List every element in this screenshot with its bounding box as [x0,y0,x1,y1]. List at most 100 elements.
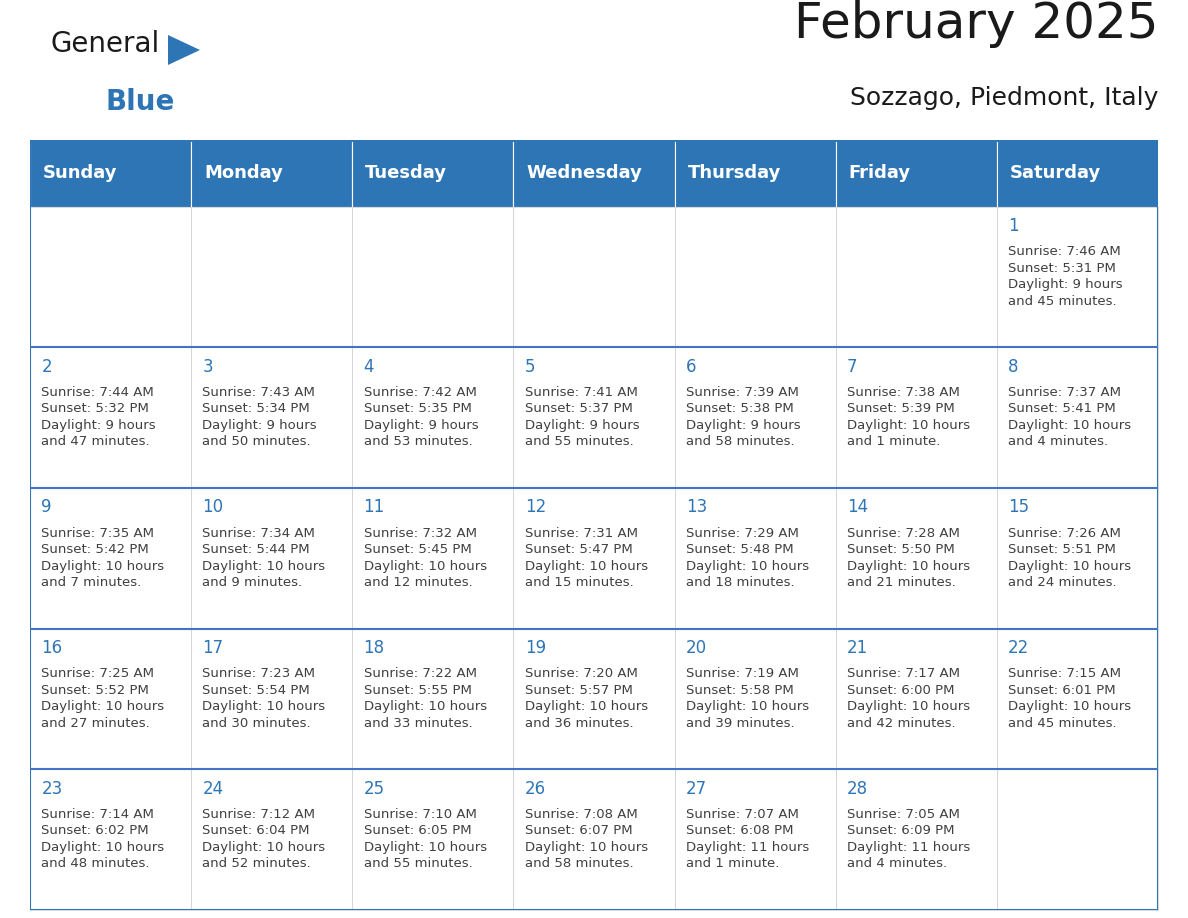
Text: Sunrise: 7:28 AM
Sunset: 5:50 PM
Daylight: 10 hours
and 21 minutes.: Sunrise: 7:28 AM Sunset: 5:50 PM Dayligh… [847,527,971,589]
Text: 3: 3 [202,358,213,375]
Text: Sunrise: 7:44 AM
Sunset: 5:32 PM
Daylight: 9 hours
and 47 minutes.: Sunrise: 7:44 AM Sunset: 5:32 PM Dayligh… [42,386,156,448]
Text: 12: 12 [525,498,546,516]
Text: 13: 13 [685,498,707,516]
Bar [30,488,191,629]
Text: Sunrise: 7:07 AM
Sunset: 6:08 PM
Daylight: 11 hours
and 1 minute.: Sunrise: 7:07 AM Sunset: 6:08 PM Dayligh… [685,808,809,870]
Bar [997,207,1158,347]
Bar [675,769,835,910]
Bar [191,347,353,488]
Text: 6: 6 [685,358,696,375]
Bar [353,347,513,488]
Text: 15: 15 [1009,498,1029,516]
Text: 16: 16 [42,639,63,657]
Text: Sunrise: 7:19 AM
Sunset: 5:58 PM
Daylight: 10 hours
and 39 minutes.: Sunrise: 7:19 AM Sunset: 5:58 PM Dayligh… [685,667,809,730]
Text: Blue: Blue [105,88,175,116]
Text: 23: 23 [42,779,63,798]
Bar [997,347,1158,488]
Text: Sunrise: 7:37 AM
Sunset: 5:41 PM
Daylight: 10 hours
and 4 minutes.: Sunrise: 7:37 AM Sunset: 5:41 PM Dayligh… [1009,386,1131,448]
Bar [191,629,353,769]
Bar [30,140,191,207]
Text: Sunrise: 7:35 AM
Sunset: 5:42 PM
Daylight: 10 hours
and 7 minutes.: Sunrise: 7:35 AM Sunset: 5:42 PM Dayligh… [42,527,164,589]
Text: 8: 8 [1009,358,1018,375]
Text: 27: 27 [685,779,707,798]
Text: Friday: Friday [848,164,911,183]
Bar [675,207,835,347]
Polygon shape [168,35,200,65]
Bar [30,629,191,769]
Bar [191,207,353,347]
Bar [997,140,1158,207]
Bar [191,488,353,629]
Bar [30,769,191,910]
Text: Sunrise: 7:10 AM
Sunset: 6:05 PM
Daylight: 10 hours
and 55 minutes.: Sunrise: 7:10 AM Sunset: 6:05 PM Dayligh… [364,808,487,870]
Bar [30,347,191,488]
Bar [835,347,997,488]
Text: 24: 24 [202,779,223,798]
Text: 10: 10 [202,498,223,516]
Text: 26: 26 [525,779,545,798]
Text: 5: 5 [525,358,536,375]
Bar [835,207,997,347]
Text: 9: 9 [42,498,52,516]
Text: 18: 18 [364,639,385,657]
Text: February 2025: February 2025 [794,0,1158,48]
Text: Saturday: Saturday [1010,164,1101,183]
Text: 17: 17 [202,639,223,657]
Text: 2: 2 [42,358,52,375]
Bar [835,769,997,910]
Text: Sunrise: 7:12 AM
Sunset: 6:04 PM
Daylight: 10 hours
and 52 minutes.: Sunrise: 7:12 AM Sunset: 6:04 PM Dayligh… [202,808,326,870]
Text: Sunrise: 7:26 AM
Sunset: 5:51 PM
Daylight: 10 hours
and 24 minutes.: Sunrise: 7:26 AM Sunset: 5:51 PM Dayligh… [1009,527,1131,589]
Text: 20: 20 [685,639,707,657]
Text: Sunrise: 7:42 AM
Sunset: 5:35 PM
Daylight: 9 hours
and 53 minutes.: Sunrise: 7:42 AM Sunset: 5:35 PM Dayligh… [364,386,479,448]
Text: Sunrise: 7:08 AM
Sunset: 6:07 PM
Daylight: 10 hours
and 58 minutes.: Sunrise: 7:08 AM Sunset: 6:07 PM Dayligh… [525,808,647,870]
Text: Sunrise: 7:34 AM
Sunset: 5:44 PM
Daylight: 10 hours
and 9 minutes.: Sunrise: 7:34 AM Sunset: 5:44 PM Dayligh… [202,527,326,589]
Bar [997,769,1158,910]
Text: Sunrise: 7:46 AM
Sunset: 5:31 PM
Daylight: 9 hours
and 45 minutes.: Sunrise: 7:46 AM Sunset: 5:31 PM Dayligh… [1009,245,1123,308]
Bar [675,140,835,207]
Bar [835,488,997,629]
Text: Sunrise: 7:32 AM
Sunset: 5:45 PM
Daylight: 10 hours
and 12 minutes.: Sunrise: 7:32 AM Sunset: 5:45 PM Dayligh… [364,527,487,589]
Bar [513,488,675,629]
Text: Sunrise: 7:31 AM
Sunset: 5:47 PM
Daylight: 10 hours
and 15 minutes.: Sunrise: 7:31 AM Sunset: 5:47 PM Dayligh… [525,527,647,589]
Text: Sunrise: 7:38 AM
Sunset: 5:39 PM
Daylight: 10 hours
and 1 minute.: Sunrise: 7:38 AM Sunset: 5:39 PM Dayligh… [847,386,971,448]
Text: 1: 1 [1009,217,1019,235]
Text: Thursday: Thursday [688,164,781,183]
Text: Sunrise: 7:05 AM
Sunset: 6:09 PM
Daylight: 11 hours
and 4 minutes.: Sunrise: 7:05 AM Sunset: 6:09 PM Dayligh… [847,808,971,870]
Bar [353,140,513,207]
Text: Tuesday: Tuesday [365,164,447,183]
Text: 28: 28 [847,779,868,798]
Bar [191,769,353,910]
Text: 4: 4 [364,358,374,375]
Text: Wednesday: Wednesday [526,164,643,183]
Text: 19: 19 [525,639,545,657]
Text: 11: 11 [364,498,385,516]
Text: 25: 25 [364,779,385,798]
Text: Sunrise: 7:43 AM
Sunset: 5:34 PM
Daylight: 9 hours
and 50 minutes.: Sunrise: 7:43 AM Sunset: 5:34 PM Dayligh… [202,386,317,448]
Bar [997,629,1158,769]
Text: General: General [50,30,159,58]
Bar [353,629,513,769]
Text: Sunrise: 7:14 AM
Sunset: 6:02 PM
Daylight: 10 hours
and 48 minutes.: Sunrise: 7:14 AM Sunset: 6:02 PM Dayligh… [42,808,164,870]
Bar [835,629,997,769]
Text: Sozzago, Piedmont, Italy: Sozzago, Piedmont, Italy [849,86,1158,110]
Text: Sunrise: 7:41 AM
Sunset: 5:37 PM
Daylight: 9 hours
and 55 minutes.: Sunrise: 7:41 AM Sunset: 5:37 PM Dayligh… [525,386,639,448]
Text: 21: 21 [847,639,868,657]
Bar [191,140,353,207]
Text: Sunrise: 7:17 AM
Sunset: 6:00 PM
Daylight: 10 hours
and 42 minutes.: Sunrise: 7:17 AM Sunset: 6:00 PM Dayligh… [847,667,971,730]
Bar [675,629,835,769]
Bar [997,488,1158,629]
Bar [353,488,513,629]
Bar [513,347,675,488]
Bar [353,769,513,910]
Text: Sunday: Sunday [43,164,118,183]
Text: Sunrise: 7:15 AM
Sunset: 6:01 PM
Daylight: 10 hours
and 45 minutes.: Sunrise: 7:15 AM Sunset: 6:01 PM Dayligh… [1009,667,1131,730]
Text: 14: 14 [847,498,868,516]
Bar [675,347,835,488]
Bar [513,140,675,207]
Text: Monday: Monday [204,164,283,183]
Bar [835,140,997,207]
Bar [513,769,675,910]
Text: Sunrise: 7:20 AM
Sunset: 5:57 PM
Daylight: 10 hours
and 36 minutes.: Sunrise: 7:20 AM Sunset: 5:57 PM Dayligh… [525,667,647,730]
Text: Sunrise: 7:25 AM
Sunset: 5:52 PM
Daylight: 10 hours
and 27 minutes.: Sunrise: 7:25 AM Sunset: 5:52 PM Dayligh… [42,667,164,730]
Text: Sunrise: 7:29 AM
Sunset: 5:48 PM
Daylight: 10 hours
and 18 minutes.: Sunrise: 7:29 AM Sunset: 5:48 PM Dayligh… [685,527,809,589]
